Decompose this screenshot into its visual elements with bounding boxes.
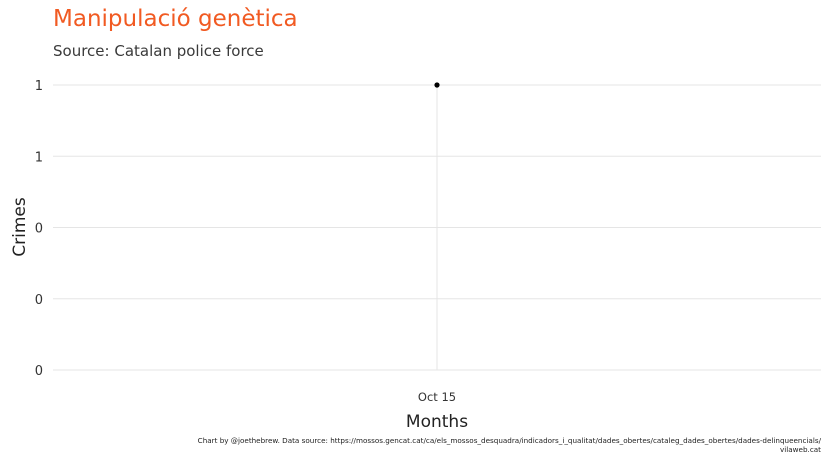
caption-site: vilaweb.cat	[780, 445, 821, 454]
x-tick-labels: Oct 15	[418, 390, 456, 404]
data-point	[434, 82, 440, 88]
chart-subtitle: Source: Catalan police force	[53, 42, 264, 60]
y-axis-label: Crimes	[10, 197, 30, 257]
chart-title: Manipulació genètica	[53, 6, 298, 32]
y-tick-label: 1	[35, 150, 43, 165]
x-axis-label: Months	[406, 412, 468, 432]
x-tick-label: Oct 15	[418, 390, 456, 404]
y-tick-label: 0	[35, 222, 43, 237]
series-points	[434, 82, 440, 88]
y-tick-label: 1	[35, 79, 43, 94]
y-tick-labels: 0 0 0 1 1	[35, 79, 43, 379]
chart-caption: Chart by @joethebrew. Data source: https…	[1, 436, 821, 454]
y-tick-label: 0	[35, 293, 43, 308]
y-tick-label: 0	[35, 364, 43, 379]
grid-lines	[53, 84, 821, 371]
caption-source: Chart by @joethebrew. Data source: https…	[197, 436, 821, 445]
